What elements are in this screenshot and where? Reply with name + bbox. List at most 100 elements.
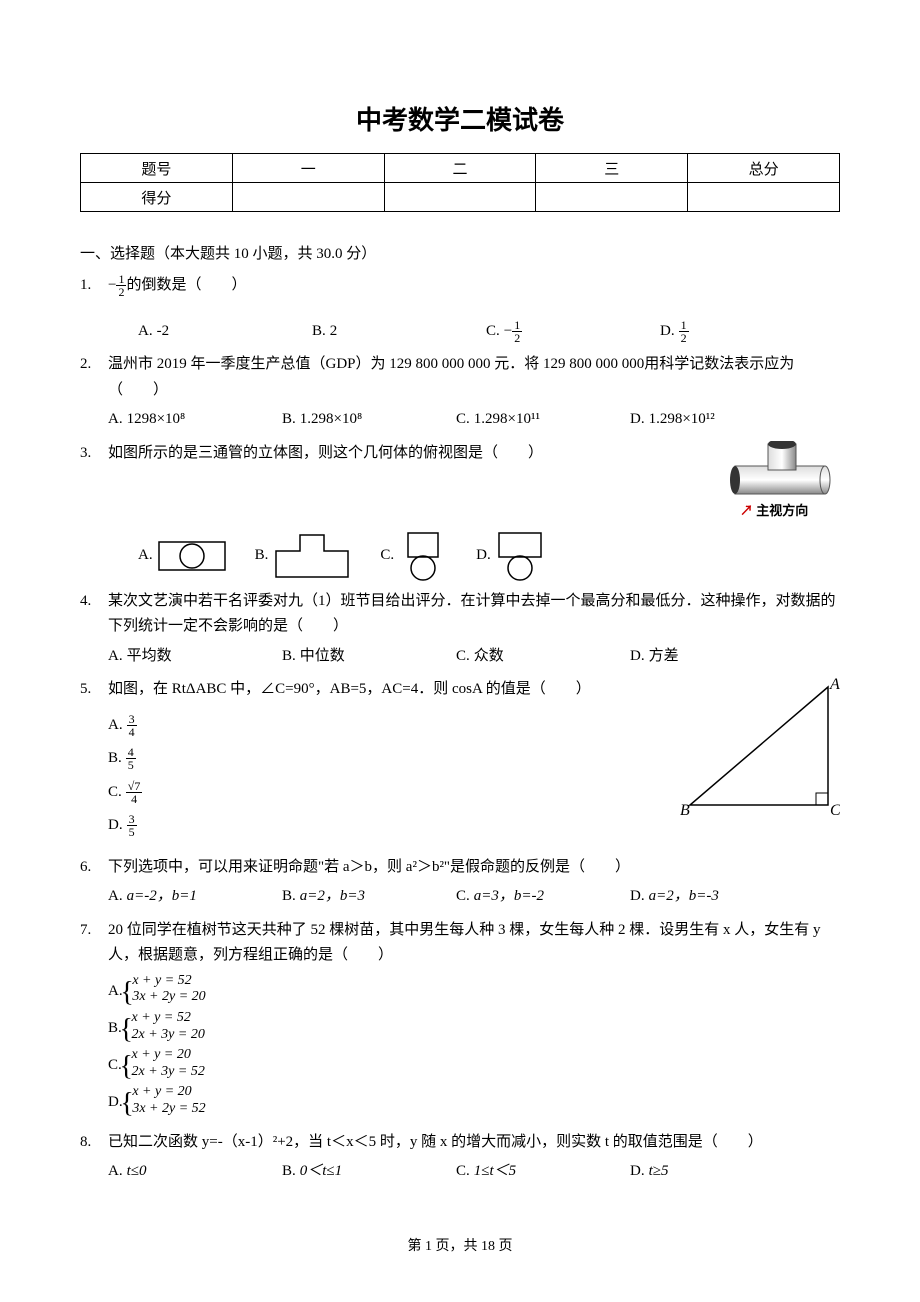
eq-line2: 3x + 2y = 20 — [132, 989, 205, 1004]
q8-opt-a: A.t≤0 — [108, 1159, 258, 1185]
page-footer: 第 1 页，共 18 页 — [80, 1235, 840, 1255]
question-number: 1. — [80, 273, 108, 344]
cell-header-2: 二 — [384, 154, 536, 183]
frac-den: 4 — [126, 793, 143, 805]
q4-opt-c: C.众数 — [456, 644, 606, 670]
frac-den: 2 — [679, 332, 689, 344]
opt-frac: 45 — [126, 746, 136, 771]
opt-text: t≤0 — [127, 1163, 147, 1179]
q7-text: 20 位同学在植树节这天共种了 52 棵树苗，其中男生每人种 3 棵，女生每人种… — [108, 922, 821, 964]
question-7: 7. 20 位同学在植树节这天共种了 52 棵树苗，其中男生每人种 3 棵，女生… — [80, 918, 840, 1122]
q3-text: 如图所示的是三通管的立体图，则这个几何体的俯视图是（ ） — [108, 445, 543, 461]
q1-opt-c: C.−12 — [486, 319, 636, 345]
q2-opt-b: B.1.298×10⁸ — [282, 407, 432, 433]
opt-frac: 12 — [512, 319, 522, 344]
q6-opt-c: C.a=3，b=-2 — [456, 884, 606, 910]
q7-opt-a: A. {x + y = 523x + 2y = 20 — [108, 973, 467, 1010]
q7-options: A. {x + y = 523x + 2y = 20 B. {x + y = 5… — [108, 973, 840, 1122]
q7-opt-c: C. {x + y = 202x + 3y = 52 — [108, 1047, 467, 1084]
eq-line1: x + y = 20 — [132, 1084, 191, 1099]
cell-header-3: 三 — [536, 154, 688, 183]
q1-text-prefix: − — [108, 277, 116, 293]
q6-options: A.a=-2，b=1 B.a=2，b=3 C.a=3，b=-2 D.a=2，b=… — [108, 884, 840, 910]
question-number: 8. — [80, 1130, 108, 1185]
eq-line2: 2x + 3y = 20 — [132, 1027, 205, 1042]
opt-frac: 35 — [127, 813, 137, 838]
q5-opt-b: B.45 — [108, 746, 646, 772]
frac-num: 1 — [679, 319, 689, 332]
q7-opt-b: B. {x + y = 522x + 3y = 20 — [108, 1010, 467, 1047]
eq-line2: 3x + 2y = 52 — [132, 1101, 205, 1116]
eq-line1: x + y = 20 — [132, 1047, 191, 1062]
frac-num: 3 — [127, 713, 137, 726]
question-4: 4. 某次文艺演中若干名评委对九（1）班节目给出评分．在计算中去掉一个最高分和最… — [80, 589, 840, 670]
q8-options: A.t≤0 B.0＜t≤1 C.1≤t＜5 D.t≥5 — [108, 1159, 840, 1185]
question-8: 8. 已知二次函数 y=-（x-1）²+2，当 t＜x＜5 时，y 随 x 的增… — [80, 1130, 840, 1185]
q6-opt-b: B.a=2，b=3 — [282, 884, 432, 910]
pipe-figure: ↗ 主视方向 — [730, 441, 840, 521]
question-1: 1. −12的倒数是（ ） A.-2 B.2 C.−12 D.12 — [80, 273, 840, 344]
opt-text: a=-2，b=1 — [127, 888, 197, 904]
tri-label-a: A — [829, 677, 840, 693]
q8-opt-c: C.1≤t＜5 — [456, 1159, 606, 1185]
q6-opt-a: A.a=-2，b=1 — [108, 884, 258, 910]
question-number: 6. — [80, 855, 108, 910]
question-number: 3. — [80, 441, 108, 581]
opt-c-shape — [398, 531, 448, 581]
cell-header-0: 题号 — [81, 154, 233, 183]
q7-opt-d: D. {x + y = 203x + 2y = 52 — [108, 1084, 467, 1121]
frac-den: 2 — [116, 286, 126, 298]
opt-text: 2 — [330, 323, 338, 339]
q4-options: A.平均数 B.中位数 C.众数 D.方差 — [108, 644, 840, 670]
q8-text: 已知二次函数 y=-（x-1）²+2，当 t＜x＜5 时，y 随 x 的增大而减… — [108, 1134, 763, 1150]
q2-opt-d: D.1.298×10¹² — [630, 407, 780, 433]
triangle-figure: A B C — [680, 677, 840, 827]
eq-line1: x + y = 52 — [132, 1010, 191, 1025]
q1-opt-b: B.2 — [312, 319, 462, 345]
opt-text: 众数 — [474, 648, 504, 664]
eq-line1: x + y = 52 — [132, 973, 191, 988]
opt-text: 1.298×10¹² — [649, 411, 715, 427]
opt-d-shape — [495, 531, 545, 581]
eq-line2: 2x + 3y = 52 — [132, 1064, 205, 1079]
q4-opt-b: B.中位数 — [282, 644, 432, 670]
cell-header-1: 一 — [232, 154, 384, 183]
q5-options: A.34 B.45 C.√74 D.35 — [108, 713, 670, 847]
frac-den: 5 — [127, 826, 137, 838]
q8-opt-b: B.0＜t≤1 — [282, 1159, 432, 1185]
q1-opt-a: A.-2 — [138, 319, 288, 345]
opt-frac: 12 — [679, 319, 689, 344]
q2-text: 温州市 2019 年一季度生产总值（GDP）为 129 800 000 000 … — [108, 356, 794, 398]
q1-fraction: 12 — [116, 273, 126, 298]
question-5: 5. 如图，在 RtΔABC 中，∠C=90°，AB=5，AC=4．则 cosA… — [80, 677, 840, 847]
q4-opt-d: D.方差 — [630, 644, 780, 670]
question-6: 6. 下列选项中，可以用来证明命题"若 a＞b，则 a²＞b²"是假命题的反例是… — [80, 855, 840, 910]
q4-opt-a: A.平均数 — [108, 644, 258, 670]
q3-opt-b: B. — [255, 531, 353, 581]
opt-frac: √74 — [126, 780, 143, 805]
q1-text-suffix: 的倒数是（ ） — [126, 277, 246, 293]
cell-blank — [688, 183, 840, 212]
q2-opt-c: C.1.298×10¹¹ — [456, 407, 606, 433]
opt-text: a=3，b=-2 — [474, 888, 544, 904]
q5-opt-a: A.34 — [108, 713, 646, 739]
opt-a-shape — [157, 536, 227, 576]
q5-opt-d: D.35 — [108, 813, 646, 839]
question-number: 7. — [80, 918, 108, 1122]
cell-blank — [384, 183, 536, 212]
question-number: 5. — [80, 677, 108, 847]
frac-den: 2 — [512, 332, 522, 344]
question-3: 3. 如图所示的是三通管的立体图，则这个几何体的俯视图是（ ） — [80, 441, 840, 581]
frac-num: 1 — [512, 319, 522, 332]
opt-system: {x + y = 202x + 3y = 52 — [130, 1047, 205, 1084]
frac-den: 5 — [126, 759, 136, 771]
opt-prefix: − — [504, 323, 512, 339]
cell-header-4: 总分 — [688, 154, 840, 183]
q5-text: 如图，在 RtΔABC 中，∠C=90°，AB=5，AC=4．则 cosA 的值… — [108, 681, 591, 697]
cell-blank — [536, 183, 688, 212]
opt-system: {x + y = 203x + 2y = 52 — [130, 1084, 205, 1121]
opt-text: a=2，b=3 — [300, 888, 365, 904]
page-title: 中考数学二模试卷 — [80, 100, 840, 137]
question-number: 2. — [80, 352, 108, 433]
table-row: 题号 一 二 三 总分 — [81, 154, 840, 183]
